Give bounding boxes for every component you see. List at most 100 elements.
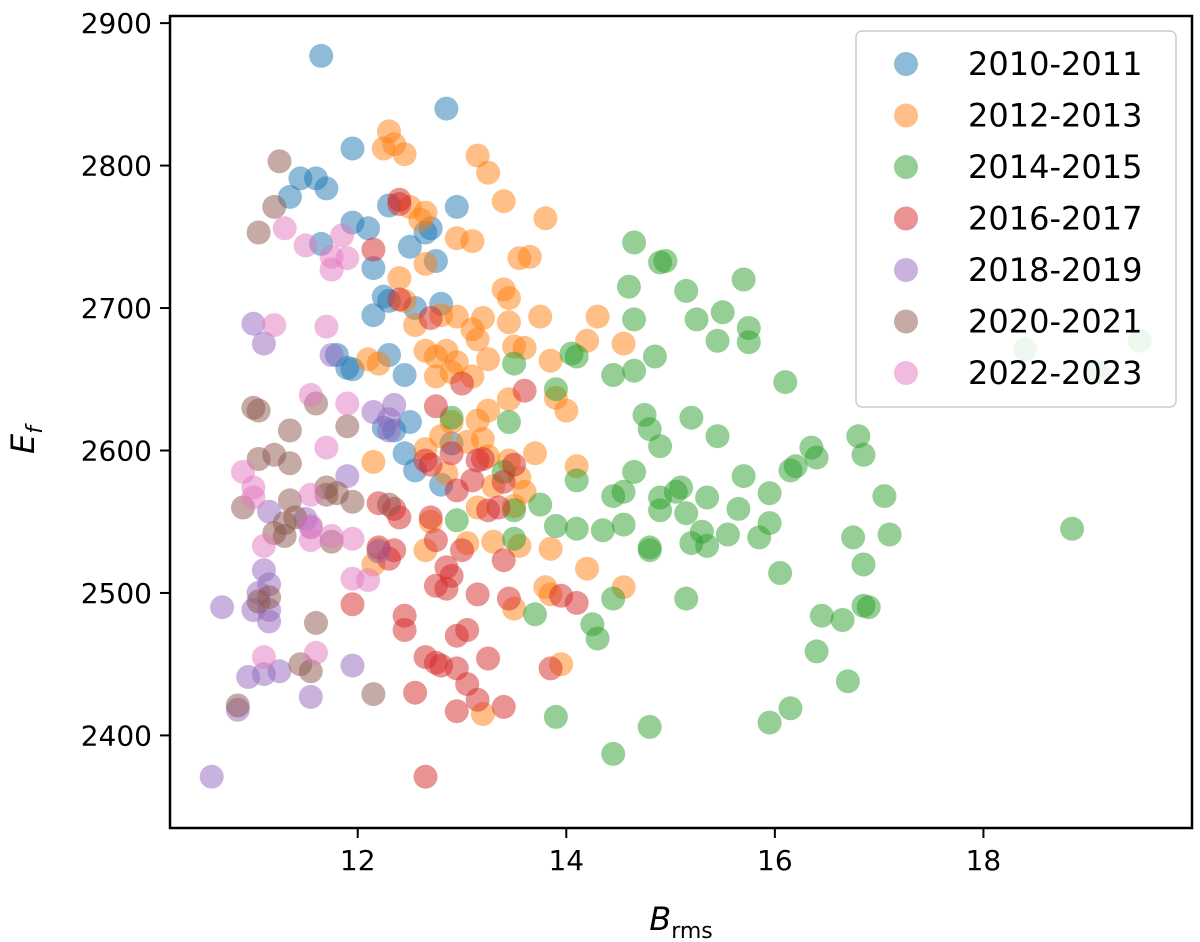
data-point: [371, 136, 396, 161]
data-point: [413, 448, 438, 473]
data-point: [669, 475, 693, 500]
data-point: [408, 207, 433, 232]
data-point: [465, 448, 490, 473]
data-point: [340, 653, 365, 678]
data-point: [757, 710, 782, 735]
legend-label: 2014-2015: [968, 148, 1142, 186]
data-point: [778, 696, 803, 721]
data-point: [476, 646, 501, 671]
legend-label: 2020-2021: [968, 303, 1142, 341]
data-point: [726, 496, 751, 521]
data-point: [564, 468, 589, 493]
data-point: [403, 680, 428, 705]
y-tick-label: 2500: [81, 577, 152, 610]
data-point: [731, 267, 756, 292]
data-point: [366, 539, 391, 564]
data-point: [538, 656, 563, 681]
data-point: [361, 682, 386, 707]
data-point: [418, 505, 443, 530]
data-point: [225, 693, 250, 718]
data-point: [601, 363, 626, 387]
data-point: [481, 529, 506, 554]
data-point: [277, 451, 302, 476]
data-point: [585, 304, 610, 329]
data-point: [330, 223, 355, 248]
data-point: [366, 351, 391, 376]
data-point: [736, 330, 761, 355]
legend-label: 2010-2011: [968, 45, 1142, 83]
data-point: [423, 394, 448, 419]
data-point: [491, 189, 516, 214]
data-point: [835, 669, 860, 694]
legend-label: 2022-2023: [968, 354, 1142, 392]
data-point: [622, 358, 647, 383]
data-point: [476, 347, 501, 372]
data-point: [387, 287, 412, 312]
data-point: [298, 684, 323, 709]
data-point: [444, 478, 469, 503]
data-point: [679, 405, 704, 430]
data-point: [528, 304, 553, 329]
data-point: [543, 514, 568, 538]
data-point: [377, 492, 401, 517]
data-point: [361, 256, 386, 281]
data-point: [309, 43, 334, 68]
data-point: [340, 489, 365, 514]
y-tick-label: 2900: [81, 7, 152, 40]
data-point: [304, 610, 328, 635]
data-point: [674, 278, 699, 303]
data-point: [241, 485, 266, 510]
data-point: [611, 331, 636, 356]
legend-marker: [894, 361, 918, 385]
data-point: [340, 526, 365, 551]
data-point: [423, 344, 448, 369]
y-axis: 2400 2500 2600 2700 2800 2900: [81, 7, 170, 752]
data-point: [304, 640, 328, 665]
data-point: [533, 206, 558, 231]
data-point: [622, 230, 647, 255]
data-point: [257, 585, 282, 610]
data-point: [246, 398, 271, 423]
x-axis: 12 14 16 18: [340, 828, 1001, 877]
data-point: [340, 592, 365, 617]
data-point: [601, 586, 626, 611]
data-point: [543, 704, 568, 729]
data-point: [564, 344, 589, 369]
data-point: [434, 96, 459, 121]
legend-marker: [894, 103, 918, 128]
x-tick-label: 14: [548, 844, 584, 877]
data-point: [523, 441, 547, 466]
data-point: [575, 556, 600, 581]
data-point: [747, 525, 772, 550]
data-point: [715, 522, 740, 547]
y-tick-label: 2600: [81, 434, 152, 467]
data-point: [397, 234, 422, 259]
data-point: [293, 233, 318, 258]
data-point: [611, 479, 636, 504]
data-point: [387, 192, 412, 216]
data-point: [251, 645, 276, 670]
data-point: [267, 659, 292, 684]
data-point: [210, 595, 235, 620]
data-point: [272, 216, 297, 241]
data-point: [502, 351, 527, 376]
data-point: [314, 314, 339, 339]
data-point: [251, 533, 276, 558]
data-point: [335, 391, 360, 416]
data-point: [476, 498, 501, 523]
data-point: [392, 618, 417, 642]
legend-marker: [894, 155, 918, 179]
data-point: [585, 626, 610, 651]
legend: 2010-2011 2012-2013 2014-2015 2016-2017 2018…: [855, 30, 1177, 408]
data-point: [298, 659, 323, 684]
data-point: [684, 307, 709, 332]
data-point: [491, 694, 516, 719]
data-point: [778, 458, 803, 483]
data-point: [731, 464, 756, 489]
data-point: [319, 524, 344, 548]
data-point: [444, 194, 469, 219]
data-point: [851, 442, 876, 467]
data-point: [705, 424, 730, 449]
data-point: [298, 482, 323, 507]
data-point: [543, 377, 568, 402]
